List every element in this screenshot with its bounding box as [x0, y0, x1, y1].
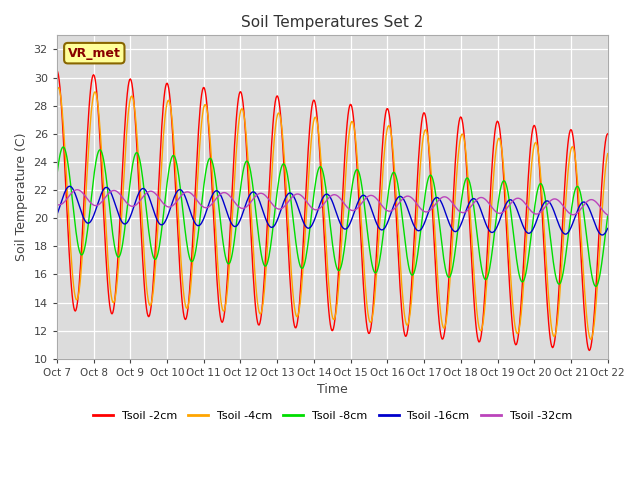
Tsoil -2cm: [63, 204, 70, 210]
Tsoil -8cm: [177, 184, 184, 190]
Tsoil -8cm: [53, 173, 61, 179]
Tsoil -2cm: [53, 68, 61, 73]
Tsoil -8cm: [205, 156, 213, 162]
Tsoil -32cm: [120, 197, 128, 203]
Tsoil -16cm: [66, 183, 74, 189]
Tsoil -8cm: [59, 144, 67, 150]
X-axis label: Time: Time: [317, 384, 348, 396]
Tsoil -4cm: [64, 192, 72, 198]
Tsoil -2cm: [399, 323, 407, 328]
Tsoil -8cm: [120, 230, 128, 236]
Tsoil -16cm: [63, 185, 70, 191]
Tsoil -4cm: [587, 336, 595, 342]
Line: Tsoil -16cm: Tsoil -16cm: [57, 186, 608, 235]
Tsoil -8cm: [64, 158, 72, 164]
Tsoil -2cm: [175, 261, 183, 266]
Tsoil -8cm: [416, 234, 424, 240]
Tsoil -4cm: [120, 167, 128, 172]
Line: Tsoil -32cm: Tsoil -32cm: [57, 190, 608, 215]
Tsoil -4cm: [205, 126, 213, 132]
Tsoil -32cm: [177, 194, 184, 200]
Tsoil -16cm: [120, 221, 128, 227]
Tsoil -4cm: [400, 307, 408, 313]
Tsoil -2cm: [586, 348, 593, 353]
Legend: Tsoil -2cm, Tsoil -4cm, Tsoil -8cm, Tsoil -16cm, Tsoil -32cm: Tsoil -2cm, Tsoil -4cm, Tsoil -8cm, Tsoi…: [88, 407, 576, 425]
Tsoil -16cm: [205, 200, 213, 205]
Tsoil -8cm: [400, 229, 408, 235]
Line: Tsoil -8cm: Tsoil -8cm: [57, 147, 608, 287]
Tsoil -16cm: [598, 232, 606, 238]
Tsoil -32cm: [74, 187, 81, 192]
Tsoil -32cm: [400, 195, 408, 201]
Tsoil -4cm: [416, 168, 424, 173]
Tsoil -32cm: [205, 204, 213, 209]
Y-axis label: Soil Temperature (C): Soil Temperature (C): [15, 133, 28, 262]
Tsoil -4cm: [604, 151, 612, 156]
Tsoil -32cm: [416, 205, 424, 211]
Tsoil -2cm: [415, 146, 423, 152]
Tsoil -16cm: [604, 226, 612, 231]
Tsoil -8cm: [604, 213, 612, 218]
Tsoil -16cm: [53, 212, 61, 218]
Tsoil -4cm: [54, 84, 62, 90]
Tsoil -8cm: [591, 284, 599, 289]
Line: Tsoil -2cm: Tsoil -2cm: [57, 71, 608, 350]
Line: Tsoil -4cm: Tsoil -4cm: [57, 87, 608, 339]
Tsoil -2cm: [205, 122, 212, 128]
Tsoil -32cm: [604, 212, 612, 218]
Tsoil -4cm: [53, 88, 61, 94]
Tsoil -16cm: [416, 228, 424, 233]
Title: Soil Temperatures Set 2: Soil Temperatures Set 2: [241, 15, 424, 30]
Tsoil -2cm: [604, 131, 612, 137]
Tsoil -32cm: [53, 202, 61, 207]
Tsoil -4cm: [177, 245, 184, 251]
Text: VR_met: VR_met: [68, 47, 121, 60]
Tsoil -16cm: [400, 197, 408, 203]
Tsoil -16cm: [177, 187, 184, 192]
Tsoil -2cm: [120, 146, 127, 152]
Tsoil -32cm: [63, 196, 70, 202]
